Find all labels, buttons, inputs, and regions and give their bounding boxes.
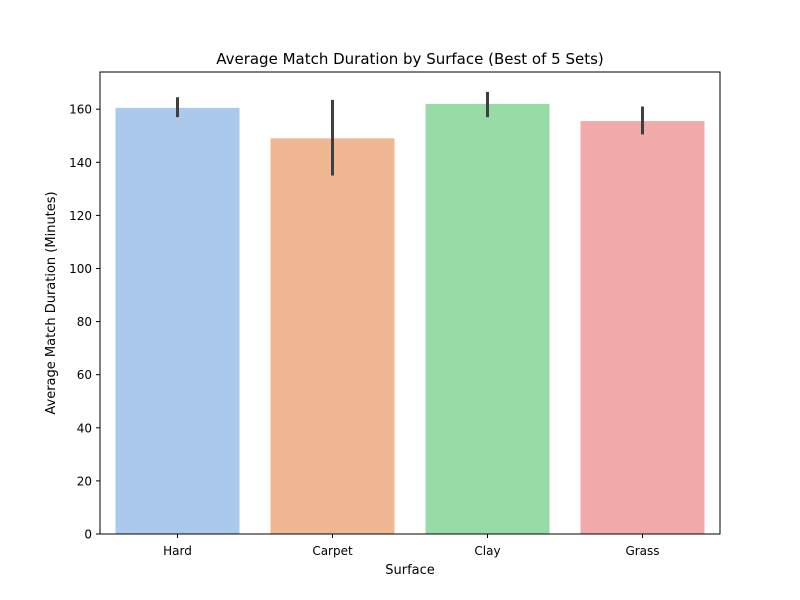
plot-frame — [99, 71, 721, 535]
bar-hard — [115, 107, 240, 535]
x-axis: Hard Carpet Clay Grass — [163, 534, 660, 558]
x-axis-label: Surface — [385, 563, 435, 578]
x-tick-label-clay: Clay — [474, 544, 500, 558]
error-bars-layer — [176, 91, 644, 176]
y-tick-label-60: 60 — [77, 368, 92, 382]
x-tick-label-carpet: Carpet — [312, 544, 353, 558]
y-tick-label-140: 140 — [69, 156, 92, 170]
y-tick-label-0: 0 — [84, 528, 92, 542]
x-tick-label-grass: Grass — [625, 544, 659, 558]
bar-clay — [425, 103, 550, 535]
y-tick-label-160: 160 — [69, 103, 92, 117]
bar-carpet — [270, 138, 395, 534]
y-axis: 0 20 40 60 80 100 120 140 160 — [69, 103, 100, 542]
bars-layer — [115, 103, 705, 535]
y-tick-label-40: 40 — [77, 421, 92, 435]
chart-title: Average Match Duration by Surface (Best … — [216, 50, 604, 68]
bar-grass — [580, 121, 705, 534]
y-tick-label-100: 100 — [69, 262, 92, 276]
y-axis-label: Average Match Duration (Minutes) — [44, 191, 59, 414]
y-tick-label-20: 20 — [77, 474, 92, 488]
y-tick-label-80: 80 — [77, 315, 92, 329]
y-tick-label-120: 120 — [69, 209, 92, 223]
x-tick-label-hard: Hard — [163, 544, 192, 558]
